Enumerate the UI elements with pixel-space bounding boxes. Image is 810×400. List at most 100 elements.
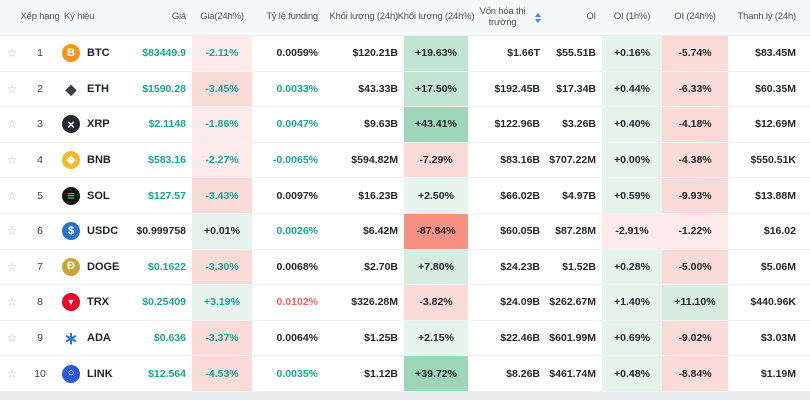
price-change-cell: -2.11% — [192, 36, 252, 71]
volume-change-cell: +7.80% — [404, 249, 468, 285]
coin-cell[interactable]: ▼ TRX — [56, 285, 122, 320]
oi-24h-cell: +11.10% — [662, 285, 728, 320]
oi-1h-cell: +0.40% — [602, 107, 662, 142]
price-change-cell: -2.27% — [192, 142, 252, 178]
market-cap-cell: $8.26B — [506, 367, 540, 380]
price-cell: $83449.9 — [142, 47, 186, 60]
table-row[interactable]: ☆ 4 ◆ BNB $583.16 -2.27% -0.0065% $594.82M -7.29… — [0, 142, 810, 179]
liquidation-cell: $12.69M — [755, 118, 796, 131]
funding-rate-cell: 0.0026% — [276, 225, 318, 238]
coin-cell[interactable]: B BTC — [56, 36, 122, 71]
liquidation-cell: $16.02 — [763, 225, 796, 238]
funding-rate-cell: 0.0068% — [276, 260, 318, 273]
coin-cell[interactable]: ∗ ADA — [56, 321, 122, 356]
favorite-star-icon[interactable]: ☆ — [6, 46, 18, 61]
header-oi-24h[interactable]: OI (24h%) — [674, 11, 716, 23]
open-interest-cell: $601.99M — [549, 332, 596, 345]
market-cap-cell: $122.96B — [494, 118, 540, 131]
coin-cell[interactable]: ◆ ETH — [56, 72, 122, 107]
oi-24h-cell: -9.93% — [662, 178, 728, 213]
price-change-cell: -3.30% — [192, 249, 252, 285]
coin-symbol: BTC — [87, 47, 110, 60]
market-cap-cell: $1.66T — [507, 47, 540, 60]
funding-rate-cell: 0.0097% — [276, 189, 318, 202]
favorite-star-icon[interactable]: ☆ — [6, 331, 18, 346]
coin-symbol: ETH — [87, 82, 109, 95]
xrp-coin-icon: × — [62, 115, 80, 134]
open-interest-cell: $17.34B — [556, 82, 596, 95]
rank-cell: 9 — [37, 332, 43, 345]
table-row[interactable]: ☆ 1 B BTC $83449.9 -2.11% 0.0059% $120.21B +19.6… — [0, 36, 810, 72]
usdc-coin-icon: $ — [62, 222, 80, 241]
funding-rate-cell: 0.0033% — [276, 82, 318, 95]
oi-1h-cell: +0.59% — [602, 178, 662, 213]
volume-cell: $594.82M — [351, 154, 398, 167]
header-funding-rate[interactable]: Tỷ lệ funding — [266, 11, 318, 23]
favorite-star-icon[interactable]: ☆ — [6, 295, 18, 310]
header-volume-24h[interactable]: Khối lượng (24h) — [329, 11, 398, 23]
market-cap-cell: $83.16B — [500, 154, 540, 167]
header-open-interest[interactable]: OI — [586, 11, 596, 23]
rank-cell: 5 — [37, 189, 43, 202]
table-row[interactable]: ☆ 5 ≡ SOL $127.57 -3.43% 0.0097% $16.23B +2.50% $… — [0, 178, 810, 214]
table-row[interactable]: ☆ 9 ∗ ADA $0.636 -3.37% 0.0064% $1.25B +2.15% $22… — [0, 320, 810, 357]
favorite-star-icon[interactable]: ☆ — [6, 188, 18, 203]
rank-cell: 10 — [34, 367, 46, 380]
sort-icon[interactable] — [534, 12, 541, 23]
oi-1h-cell: -2.91% — [602, 213, 662, 249]
header-liquidation-24h[interactable]: Thanh lý (24h) — [737, 11, 797, 23]
coin-cell[interactable]: Ð DOGE — [56, 250, 122, 285]
coin-cell[interactable]: ◆ BNB — [56, 143, 122, 178]
favorite-star-icon[interactable]: ☆ — [6, 81, 18, 96]
coin-cell[interactable]: ≡ SOL — [56, 178, 122, 213]
open-interest-cell: $55.51B — [556, 47, 596, 60]
header-oi-1h[interactable]: OI (1h%) — [613, 11, 651, 23]
header-market-cap[interactable]: Vốn hóa thị trường — [468, 0, 546, 35]
funding-rate-cell: 0.0102% — [276, 296, 318, 309]
favorite-star-icon[interactable]: ☆ — [6, 224, 18, 239]
favorite-star-icon[interactable]: ☆ — [6, 366, 18, 381]
funding-rate-cell: 0.0047% — [276, 118, 318, 131]
oi-24h-cell: -1.22% — [662, 213, 728, 249]
header-volume-change-24h[interactable]: Khối lượng (24h%) — [397, 11, 475, 23]
coin-cell[interactable]: ○ LINK — [56, 356, 122, 391]
volume-cell: $2.70B — [364, 260, 398, 273]
header-symbol[interactable]: Ký hiệu — [64, 11, 95, 23]
sol-coin-icon: ≡ — [62, 186, 80, 205]
table-row[interactable]: ☆ 2 ◆ ETH $1590.28 -3.45% 0.0033% $43.33B +17.50… — [0, 71, 810, 108]
header-price[interactable]: Giá — [171, 11, 186, 23]
volume-change-cell: +2.50% — [404, 178, 468, 213]
price-cell: $0.999758 — [136, 225, 186, 238]
coin-cell[interactable]: × XRP — [56, 107, 122, 142]
table-row[interactable]: ☆ 8 ▼ TRX $0.25409 +3.19% 0.0102% $326.28M -3.82… — [0, 285, 810, 321]
open-interest-cell: $3.26B — [562, 118, 596, 131]
oi-1h-cell: +0.16% — [602, 36, 662, 71]
funding-rate-cell: 0.0035% — [276, 367, 318, 380]
coin-cell[interactable]: $ USDC — [56, 214, 122, 249]
bnb-coin-icon: ◆ — [62, 151, 80, 170]
table-row[interactable]: ☆ 7 Ð DOGE $0.1622 -3.30% 0.0068% $2.70B +7.80% $… — [0, 249, 810, 286]
ada-coin-icon: ∗ — [62, 328, 80, 348]
header-rank[interactable]: Xếp hạng — [20, 11, 60, 23]
liquidation-cell: $550.51K — [750, 154, 796, 167]
oi-24h-cell: -4.18% — [662, 107, 728, 142]
table-row[interactable]: ☆ 10 ○ LINK $12.564 -4.53% 0.0035% $1.12B +39.72… — [0, 356, 810, 392]
rank-cell: 3 — [37, 118, 43, 131]
doge-coin-icon: Ð — [62, 257, 80, 276]
table-row[interactable]: ☆ 6 $ USDC $0.999758 +0.01% 0.0026% $6.42M -87.8… — [0, 213, 810, 250]
liquidation-cell: $440.96K — [750, 296, 796, 309]
favorite-star-icon[interactable]: ☆ — [6, 259, 18, 274]
volume-cell: $16.23B — [358, 189, 398, 202]
favorite-star-icon[interactable]: ☆ — [6, 117, 18, 132]
header-price-change-24h[interactable]: Giá(24h%) — [200, 11, 244, 23]
volume-cell: $326.28M — [351, 296, 398, 309]
price-change-cell: -3.43% — [192, 178, 252, 213]
oi-24h-cell: -5.74% — [662, 36, 728, 71]
favorite-star-icon[interactable]: ☆ — [6, 153, 18, 168]
volume-change-cell: +19.63% — [404, 36, 468, 71]
price-change-cell: +3.19% — [192, 285, 252, 320]
open-interest-cell: $1.52B — [562, 260, 596, 273]
market-cap-cell: $24.23B — [500, 260, 540, 273]
table-row[interactable]: ☆ 3 × XRP $2.1148 -1.86% 0.0047% $9.63B +43.41% $… — [0, 107, 810, 143]
